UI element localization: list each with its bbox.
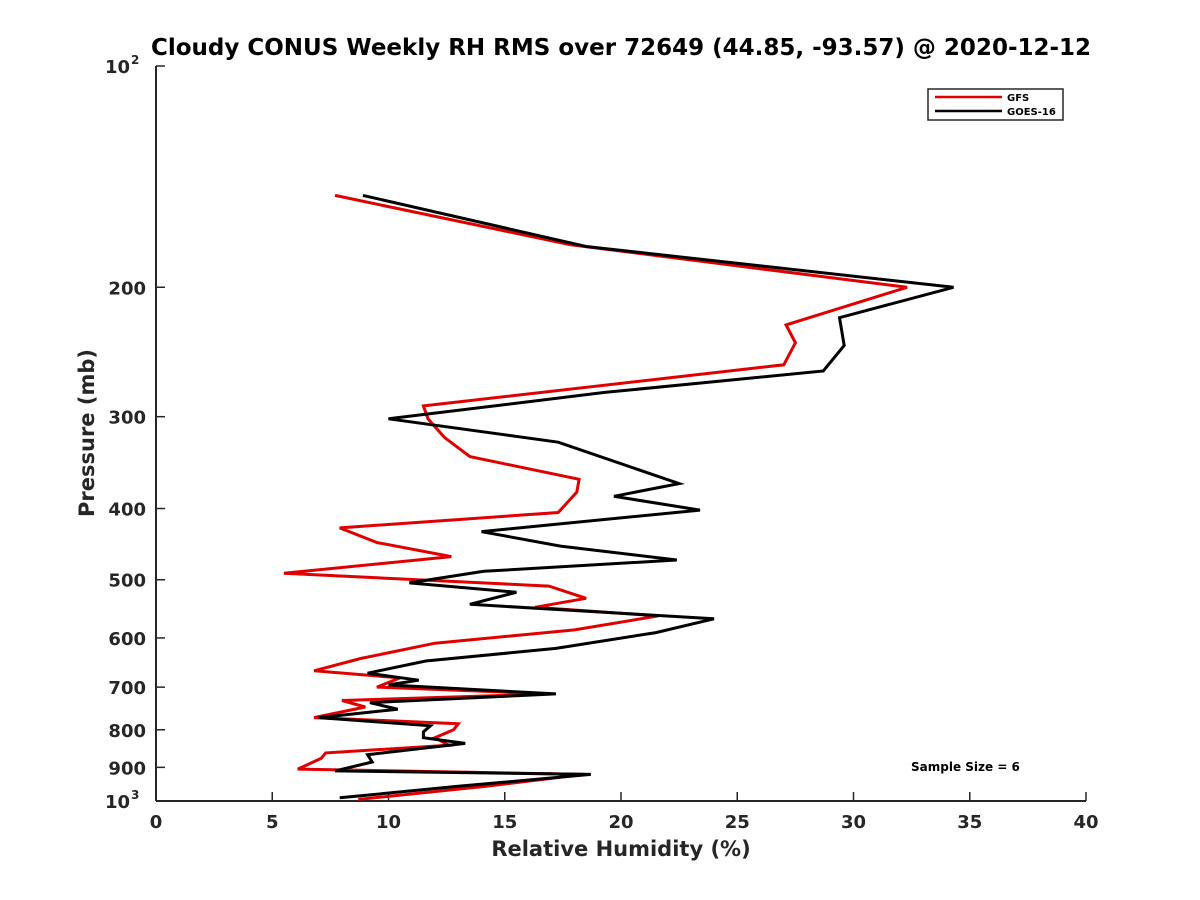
y-tick-label: 600 xyxy=(108,629,146,650)
x-tick-label: 10 xyxy=(376,812,401,833)
x-axis-label: Relative Humidity (%) xyxy=(491,837,750,861)
x-tick-label: 25 xyxy=(725,812,750,833)
y-tick-label: 10 xyxy=(105,57,130,78)
x-tick-label: 30 xyxy=(841,812,866,833)
y-tick-label: 500 xyxy=(108,571,146,592)
y-tick-label: 400 xyxy=(108,500,146,521)
legend: GFS GOES-16 xyxy=(927,88,1064,121)
x-tick-label: 0 xyxy=(150,812,163,833)
x-tick-label: 40 xyxy=(1073,812,1098,833)
sample-size-note: Sample Size = 6 xyxy=(911,760,1020,774)
legend-label-goes16: GOES-16 xyxy=(1007,107,1056,118)
plot-area: 0 5 10 15 20 25 30 35 40 10 220030040050060070080… xyxy=(105,53,1099,833)
y-tick-label: 10 xyxy=(105,792,130,813)
x-tick-label: 35 xyxy=(957,812,982,833)
y-tick-label: 300 xyxy=(108,408,146,429)
series-line-goes16 xyxy=(318,193,954,800)
y-tick-label: 200 xyxy=(108,278,146,299)
x-tick-label: 15 xyxy=(492,812,517,833)
x-tick-label: 20 xyxy=(608,812,633,833)
series-line-gfs xyxy=(283,193,908,801)
y-tick-label: 900 xyxy=(108,758,146,779)
y-axis-label: Pressure (mb) xyxy=(75,349,99,517)
y-tick-label: 800 xyxy=(108,721,146,742)
y-tick-label: 700 xyxy=(108,678,146,699)
legend-label-gfs: GFS xyxy=(1007,93,1029,104)
x-tick-label: 5 xyxy=(266,812,279,833)
series-layer xyxy=(283,193,954,801)
y-tick-exponent: 2 xyxy=(131,53,139,67)
legend-box xyxy=(927,88,1064,121)
y-tick-exponent: 3 xyxy=(131,788,139,802)
chart-title: Cloudy CONUS Weekly RH RMS over 72649 (4… xyxy=(151,35,1091,61)
x-ticks: 0 5 10 15 20 25 30 35 40 xyxy=(150,792,1099,833)
